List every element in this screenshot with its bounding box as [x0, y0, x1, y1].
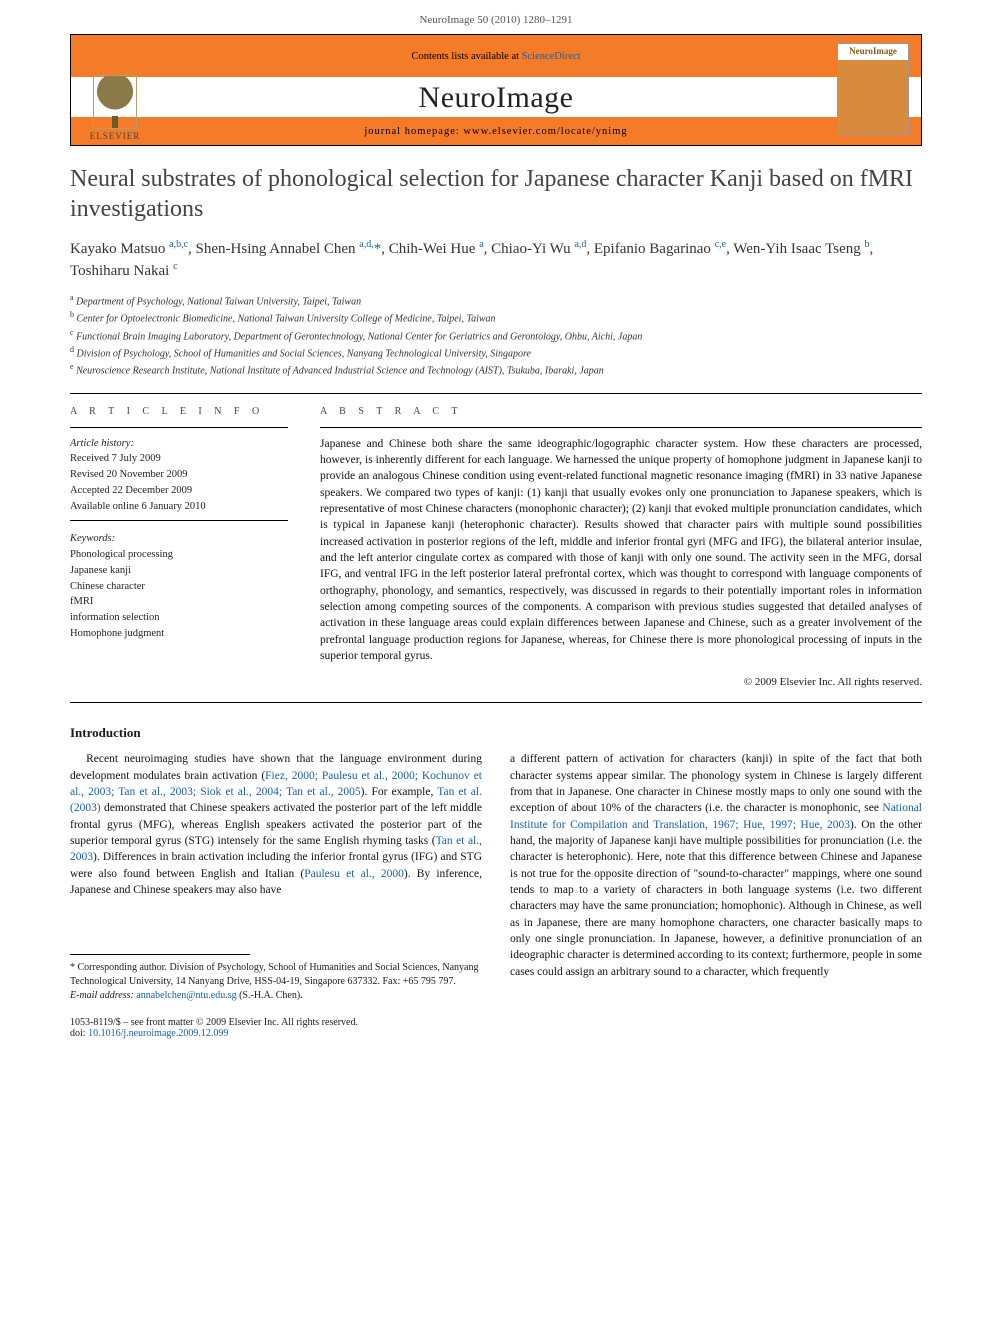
elsevier-tree-icon [93, 75, 137, 129]
doi-link[interactable]: 10.1016/j.neuroimage.2009.12.099 [88, 1028, 228, 1039]
corr-label: * Corresponding author. [70, 962, 169, 973]
affiliation-line: d Division of Psychology, School of Huma… [70, 344, 922, 361]
affiliation-line: a Department of Psychology, National Tai… [70, 292, 922, 309]
keyword: information selection [70, 610, 288, 626]
email-line: E-mail address: annabelchen@ntu.edu.sg (… [70, 989, 482, 1003]
affiliation-line: c Functional Brain Imaging Laboratory, D… [70, 327, 922, 344]
keyword: Chinese character [70, 579, 288, 595]
abstract-text: Japanese and Chinese both share the same… [320, 436, 922, 665]
info-abstract-row: A R T I C L E I N F O Article history: R… [70, 406, 922, 689]
history-line: Accepted 22 December 2009 [70, 483, 288, 499]
journal-cover-thumb: NeuroImage [837, 43, 909, 135]
history-line: Available online 6 January 2010 [70, 499, 288, 515]
sciencedirect-link[interactable]: ScienceDirect [522, 51, 581, 62]
history-line: Received 7 July 2009 [70, 451, 288, 467]
banner-top-bar: Contents lists available at ScienceDirec… [71, 35, 921, 77]
history-line: Revised 20 November 2009 [70, 467, 288, 483]
hr-mid [70, 702, 922, 703]
corresponding-author-note: * Corresponding author. Division of Psyc… [70, 961, 482, 989]
intro-paragraph-1: Recent neuroimaging studies have shown t… [70, 751, 482, 898]
article-header: Neural substrates of phonological select… [70, 164, 922, 379]
banner-bottom-bar: journal homepage: www.elsevier.com/locat… [71, 117, 921, 145]
corr-email[interactable]: annabelchen@ntu.edu.sg [136, 990, 236, 1001]
affiliation-line: b Center for Optoelectronic Biomedicine,… [70, 309, 922, 326]
article-info-label: A R T I C L E I N F O [70, 406, 288, 417]
intro-heading: Introduction [70, 725, 922, 741]
abstract-column: A B S T R A C T Japanese and Chinese bot… [320, 406, 922, 689]
keyword: Homophone judgment [70, 626, 288, 642]
footnote-rule [70, 954, 250, 955]
hr-top [70, 393, 922, 394]
body-col-left: Recent neuroimaging studies have shown t… [70, 751, 482, 1003]
copyright-line: © 2009 Elsevier Inc. All rights reserved… [320, 676, 922, 688]
abstract-hr [320, 427, 922, 428]
contents-prefix: Contents lists available at [411, 51, 521, 62]
authors-line: Kayako Matsuo a,b,c, Shen-Hsing Annabel … [70, 238, 922, 282]
keyword: fMRI [70, 594, 288, 610]
issn-line: 1053-8119/$ – see front matter © 2009 El… [70, 1017, 358, 1028]
history-lines: Received 7 July 2009Revised 20 November … [70, 451, 288, 514]
intro-paragraph-2: a different pattern of activation for ch… [510, 751, 922, 980]
doi-prefix: doi: [70, 1028, 86, 1039]
doi-line: doi: 10.1016/j.neuroimage.2009.12.099 [70, 1028, 358, 1039]
affiliations: a Department of Psychology, National Tai… [70, 292, 922, 379]
elsevier-logo: ELSEVIER [83, 63, 147, 141]
keyword: Japanese kanji [70, 563, 288, 579]
homepage-line: journal homepage: www.elsevier.com/locat… [364, 126, 627, 137]
cover-label: NeuroImage [849, 46, 897, 56]
homepage-prefix: journal homepage: [364, 126, 463, 137]
journal-name: NeuroImage [71, 81, 921, 115]
affiliation-line: e Neuroscience Research Institute, Natio… [70, 361, 922, 378]
keywords-block: Keywords: Phonological processingJapanes… [70, 531, 288, 641]
info-hr [70, 427, 288, 428]
intro-section: Introduction Recent neuroimaging studies… [70, 725, 922, 1003]
keywords-list: Phonological processingJapanese kanjiChi… [70, 547, 288, 642]
banner-mid: NeuroImage [71, 77, 921, 117]
keyword: Phonological processing [70, 547, 288, 563]
history-label: Article history: [70, 436, 288, 452]
elsevier-label: ELSEVIER [90, 131, 141, 141]
body-columns: Recent neuroimaging studies have shown t… [70, 751, 922, 1003]
homepage-url: www.elsevier.com/locate/ynimg [463, 126, 627, 137]
email-tail: (S.-H.A. Chen). [239, 990, 303, 1001]
article-title: Neural substrates of phonological select… [70, 164, 922, 224]
bottom-meta: 1053-8119/$ – see front matter © 2009 El… [70, 1017, 922, 1039]
article-history: Article history: Received 7 July 2009Rev… [70, 436, 288, 515]
body-col-right: a different pattern of activation for ch… [510, 751, 922, 1003]
keywords-label: Keywords: [70, 531, 288, 547]
footnote-block: * Corresponding author. Division of Psyc… [70, 954, 482, 1003]
email-label: E-mail address: [70, 990, 136, 1001]
article-info-column: A R T I C L E I N F O Article history: R… [70, 406, 288, 689]
journal-banner: ELSEVIER NeuroImage Contents lists avail… [70, 34, 922, 146]
running-header: NeuroImage 50 (2010) 1280–1291 [0, 0, 992, 34]
issn-copyright: 1053-8119/$ – see front matter © 2009 El… [70, 1017, 358, 1039]
info-hr-2 [70, 520, 288, 521]
abstract-label: A B S T R A C T [320, 406, 922, 417]
contents-line: Contents lists available at ScienceDirec… [411, 51, 580, 62]
